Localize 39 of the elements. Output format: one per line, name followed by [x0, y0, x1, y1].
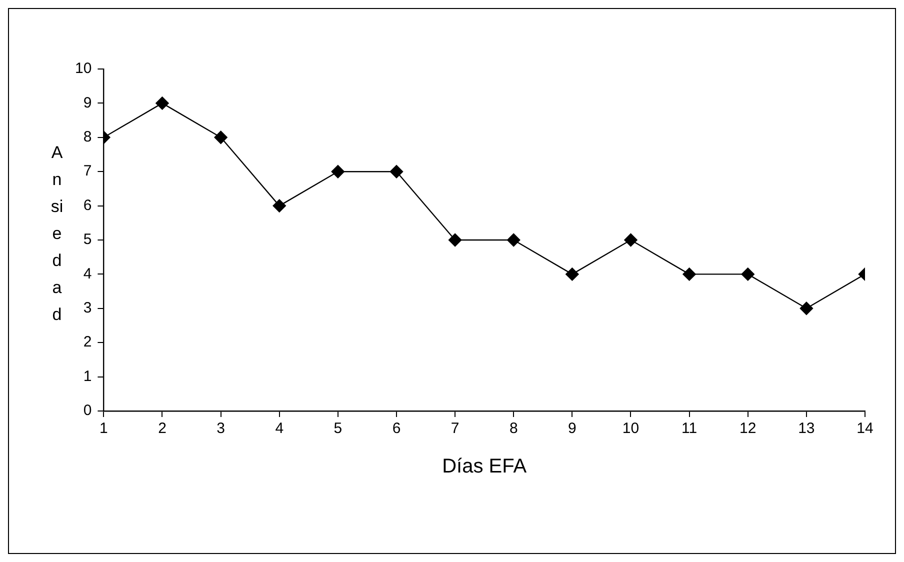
y-tick-label: 10: [74, 60, 92, 78]
y-tick-label: 8: [83, 128, 92, 146]
x-tick-label: 10: [622, 420, 640, 438]
x-tick-label: 9: [568, 420, 576, 438]
x-tick-label: 14: [856, 420, 874, 438]
point: [682, 268, 696, 281]
point: [390, 165, 404, 178]
y-tick-label: 5: [83, 231, 92, 248]
x-tick-label: 7: [450, 420, 460, 438]
x-axis-title: Días EFA: [442, 456, 528, 478]
point: [741, 268, 754, 281]
point: [214, 130, 228, 144]
y-axis-title: Ansiedad: [50, 142, 64, 326]
x-tick-label: 13: [798, 420, 815, 438]
point: [507, 233, 520, 247]
point: [566, 268, 579, 281]
x-tick-label: 3: [216, 420, 225, 438]
x-tick-label: 11: [682, 420, 698, 438]
x-tick-label: 2: [158, 420, 166, 438]
y-tick-label: 6: [83, 196, 92, 214]
point: [272, 199, 286, 212]
point: [448, 233, 462, 247]
x-tick-label: 6: [392, 420, 401, 438]
x-tick-label: 1: [100, 420, 108, 438]
y-tick-label: 9: [83, 94, 92, 112]
point: [156, 96, 169, 110]
y-tick-label: 0: [83, 402, 92, 420]
point: [331, 165, 345, 178]
y-tick-label: 4: [83, 265, 92, 282]
point: [624, 233, 638, 247]
x-tick-label: 8: [509, 420, 518, 438]
x-tick-label: 4: [275, 420, 284, 438]
x-tick-label: 12: [740, 420, 756, 438]
point: [800, 302, 814, 315]
y-tick-label: 7: [83, 162, 92, 180]
y-tick-label: 2: [83, 334, 92, 351]
y-tick-label: 3: [83, 300, 92, 317]
y-tick-label: 1: [83, 368, 92, 385]
x-tick-label: 5: [334, 420, 342, 438]
